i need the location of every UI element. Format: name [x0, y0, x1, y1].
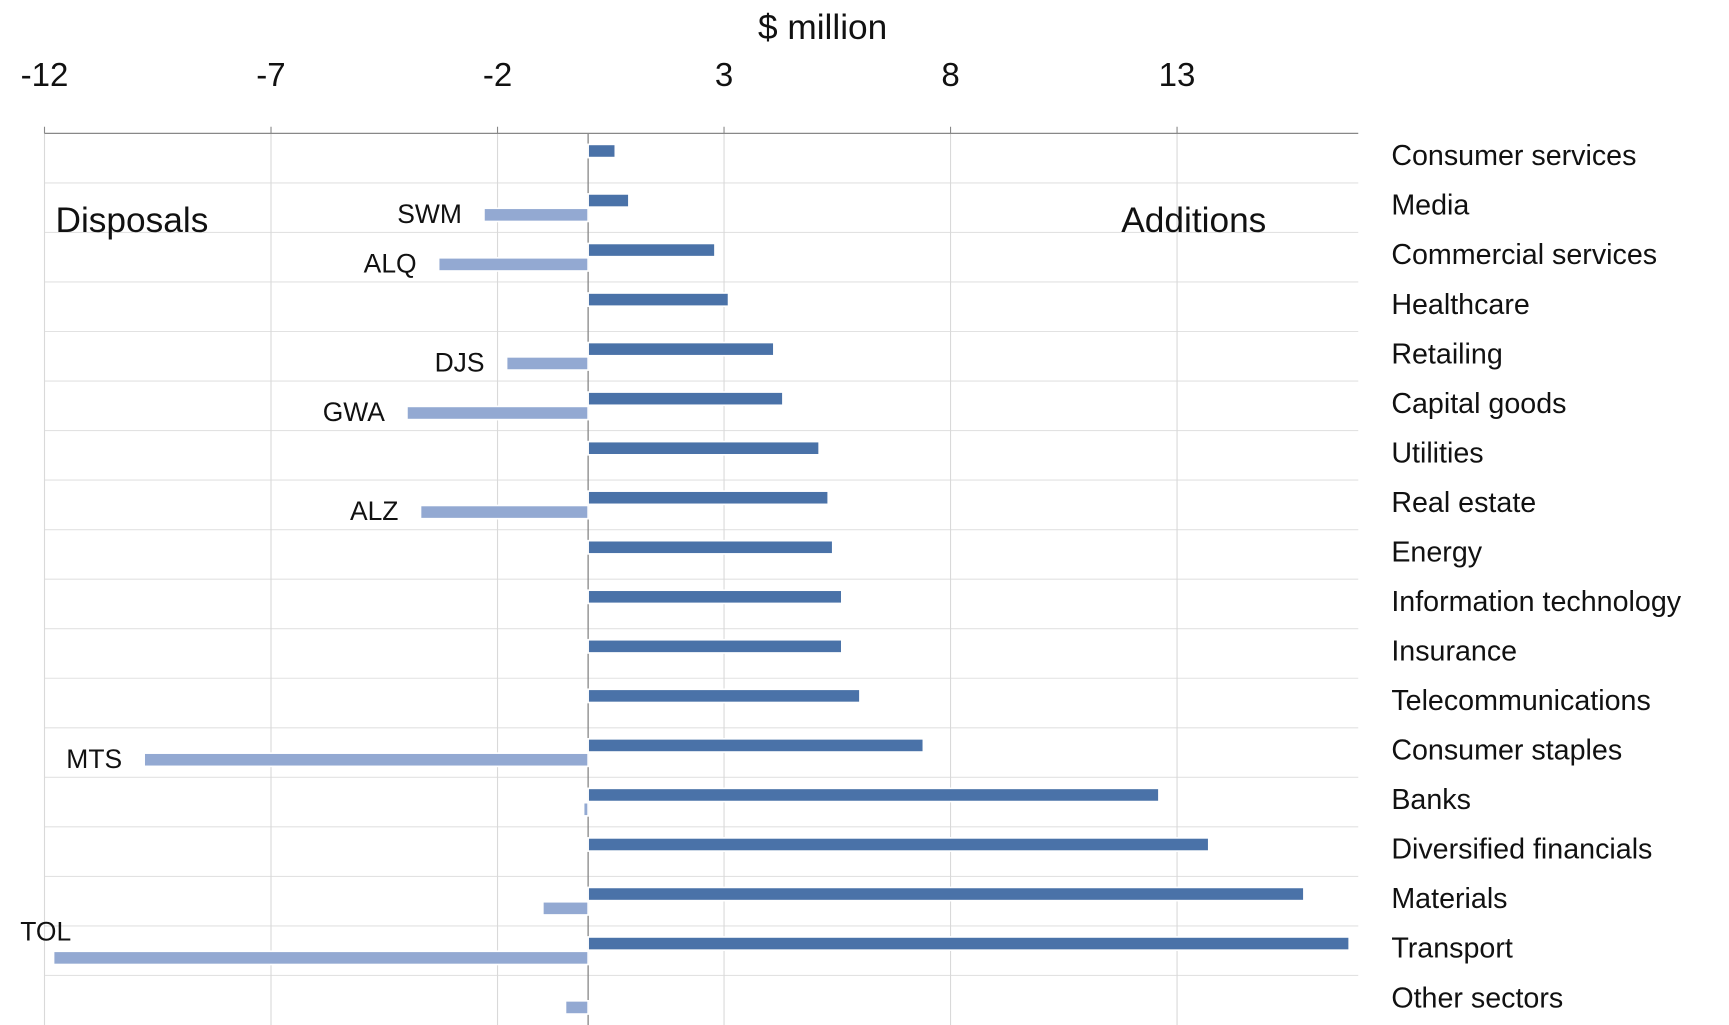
series-annotation: Additions	[1121, 201, 1266, 240]
category-label: Other sectors	[1391, 982, 1563, 1014]
bar	[587, 391, 784, 407]
bar	[587, 490, 830, 506]
category-label: Information technology	[1391, 586, 1681, 618]
grid	[43, 126, 1359, 1025]
category-label: Capital goods	[1391, 388, 1566, 420]
axis-title: $ million	[758, 8, 887, 47]
point-label: ALQ	[364, 248, 417, 278]
bar	[587, 440, 820, 456]
category-label: Insurance	[1391, 636, 1517, 668]
point-label: DJS	[435, 348, 485, 378]
bar	[587, 539, 834, 555]
bar	[587, 787, 1160, 803]
x-tick-label: 3	[715, 57, 733, 94]
bar	[582, 801, 589, 817]
category-label: Materials	[1391, 883, 1507, 915]
bar	[587, 886, 1305, 902]
bar	[587, 341, 775, 357]
bar	[587, 837, 1210, 852]
point-label: TOL	[20, 917, 71, 947]
category-label: Healthcare	[1391, 289, 1530, 321]
x-tick-label: -12	[21, 57, 69, 94]
category-label: Real estate	[1391, 487, 1536, 519]
bar	[52, 950, 589, 966]
bar	[587, 638, 843, 654]
bar	[505, 356, 589, 371]
category-label: Diversified financials	[1391, 834, 1652, 866]
bar	[587, 242, 716, 258]
bar	[564, 999, 589, 1015]
bar	[406, 405, 589, 421]
point-label: GWA	[323, 397, 386, 427]
point-label: ALZ	[350, 496, 399, 526]
series-annotation: Disposals	[56, 201, 209, 240]
marks	[52, 143, 1351, 1015]
bar	[437, 256, 589, 272]
point-label: MTS	[66, 744, 122, 774]
category-label: Utilities	[1391, 437, 1483, 469]
bar	[587, 589, 843, 605]
category-label: Consumer staples	[1391, 735, 1622, 767]
category-label: Energy	[1391, 536, 1482, 568]
bar	[143, 752, 589, 768]
x-tick-label: 8	[941, 57, 959, 94]
x-tick-label: -7	[256, 57, 285, 94]
category-label: Consumer services	[1391, 140, 1636, 172]
bar	[587, 292, 730, 308]
bar	[541, 900, 589, 916]
category-label: Retailing	[1391, 338, 1502, 370]
category-label: Banks	[1391, 784, 1471, 816]
category-label: Commercial services	[1391, 239, 1657, 271]
bar	[483, 207, 589, 223]
bar	[587, 688, 861, 704]
x-tick-label: 13	[1159, 57, 1196, 94]
bar	[587, 936, 1351, 952]
category-label: Transport	[1391, 933, 1513, 965]
bar	[419, 504, 589, 520]
point-label: SWM	[397, 199, 462, 229]
category-label: Media	[1391, 190, 1469, 222]
bar	[587, 193, 630, 208]
x-tick-label: -2	[483, 57, 512, 94]
bar	[587, 737, 925, 753]
category-label: Telecommunications	[1391, 685, 1650, 717]
bar	[587, 143, 617, 159]
